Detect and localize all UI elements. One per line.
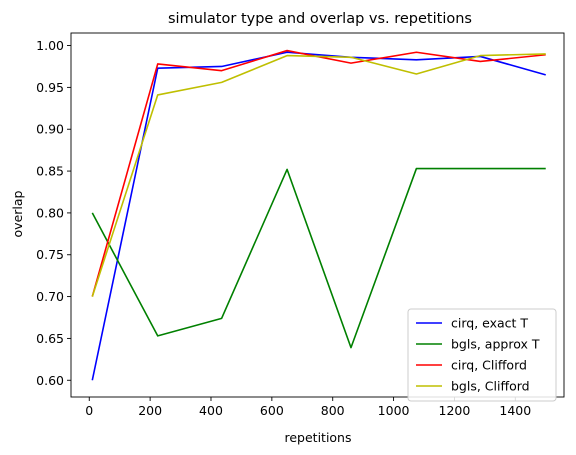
x-tick-label: 200 (138, 403, 162, 418)
x-tick-label: 1000 (378, 403, 410, 418)
legend-entry-label: cirq, Clifford (451, 358, 527, 373)
x-tick-label: 1200 (439, 403, 471, 418)
y-tick-label: 0.80 (36, 205, 64, 220)
plot-area: 0 200 400 600 800 1000 1200 1400 0.60 0.65 0.70 0.7… (36, 32, 565, 418)
y-tick-label: 0.65 (36, 331, 64, 346)
legend-box (407, 308, 557, 402)
y-tick-label: 0.75 (36, 247, 64, 262)
chart-title: simulator type and overlap vs. repetitio… (168, 11, 472, 27)
x-tick-label: 400 (199, 403, 223, 418)
legend-entry-label: bgls, Clifford (451, 379, 530, 394)
legend: cirq, exact T bgls, approx T cirq, Cliffor… (407, 308, 557, 402)
series-line-2 (91, 167, 546, 349)
x-tick-label: 600 (260, 403, 284, 418)
legend-entry-label: cirq, exact T (451, 316, 528, 331)
legend-entry-label: bgls, approx T (451, 337, 540, 352)
x-tick-label: 800 (321, 403, 345, 418)
x-axis-label: repetitions (284, 430, 351, 445)
y-tick-label: 1.00 (36, 38, 64, 53)
y-tick-label: 0.85 (36, 164, 64, 179)
y-tick-label: 0.60 (36, 373, 64, 388)
y-tick-label: 0.90 (36, 122, 64, 137)
x-tick-label: 1400 (499, 403, 531, 418)
series-line-4 (91, 53, 546, 297)
y-tick-label: 0.95 (36, 80, 64, 95)
series-line-1 (91, 51, 546, 381)
x-tick-label: 0 (85, 403, 93, 418)
y-tick-label: 0.70 (36, 289, 64, 304)
y-axis-label: overlap (10, 190, 25, 237)
plot-frame (70, 32, 565, 398)
